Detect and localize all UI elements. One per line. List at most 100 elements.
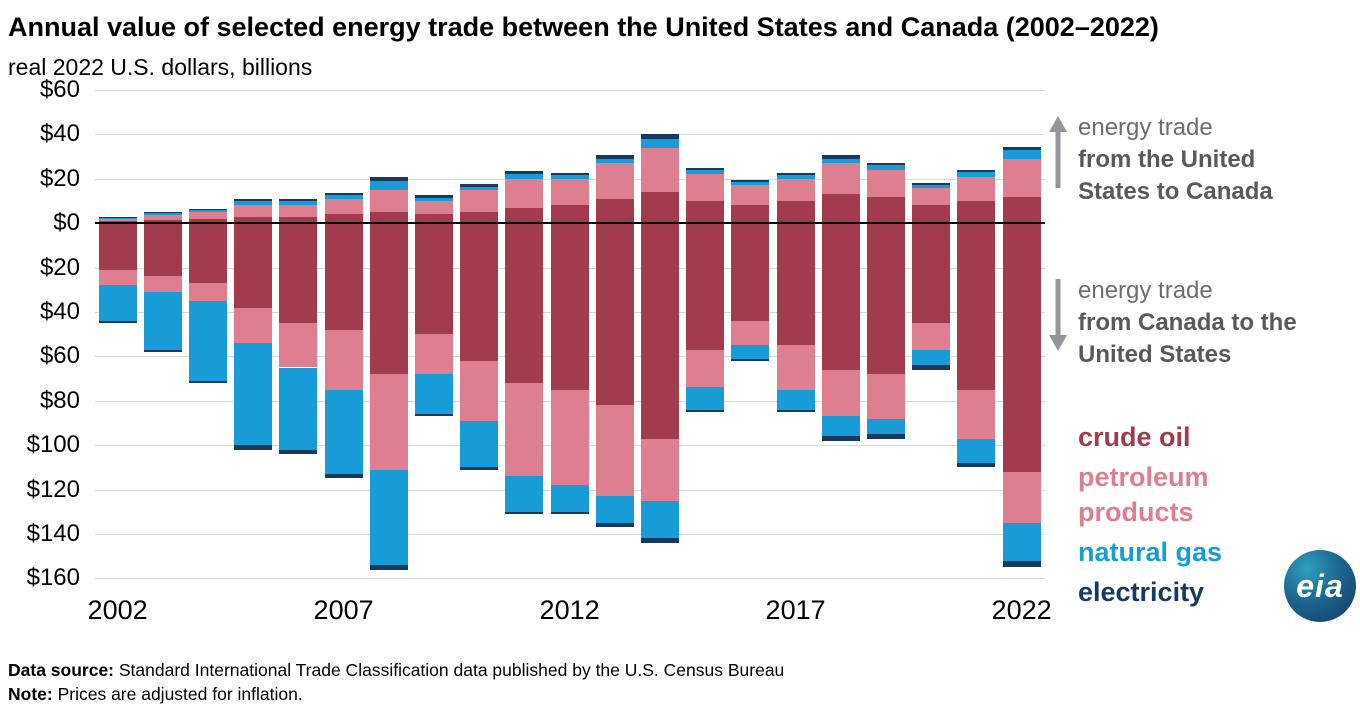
footer-data-source-label: Data source: <box>8 660 115 680</box>
bar-2010-petroleum_products-export <box>460 189 499 213</box>
legend-item-natural-gas: natural gas <box>1078 536 1223 567</box>
bar-2015-natural_gas-import <box>686 387 725 410</box>
bar-2019-natural_gas-export <box>867 165 905 170</box>
bar-2014-crude_oil-export <box>641 192 679 224</box>
x-tick-label: 2012 <box>539 595 600 625</box>
bar-2016-crude_oil-export <box>731 205 770 224</box>
bar-2021-natural_gas-import <box>957 438 996 463</box>
bar-2018-electricity-export <box>821 155 860 159</box>
y-tick-label: $60 <box>39 342 80 370</box>
bar-2005-electricity-export <box>234 198 273 201</box>
bar-2015-electricity-export <box>686 167 725 170</box>
bar-2009-petroleum_products-export <box>415 201 453 215</box>
bar-2006-crude_oil-export <box>279 216 318 224</box>
y-tick-label: $0 <box>53 209 80 237</box>
bar-2002-natural_gas-export <box>98 217 137 219</box>
bar-2008-natural_gas-export <box>369 181 408 190</box>
bar-2011-natural_gas-import <box>505 476 544 512</box>
bar-2002-electricity-export <box>98 216 137 218</box>
bar-2007-crude_oil-export <box>324 214 363 224</box>
bar-2008-petroleum_products-import <box>369 374 408 470</box>
bar-2002-crude_oil-export <box>98 220 137 224</box>
bar-2008-petroleum_products-export <box>369 189 408 213</box>
bar-2017-electricity-export <box>776 173 815 176</box>
annotation-us-to-canada: energy trade from the United States to C… <box>1048 112 1328 208</box>
bar-2005-petroleum_products-import <box>234 307 273 344</box>
bar-2006-electricity-import <box>279 449 318 455</box>
bar-2016-petroleum_products-export <box>731 185 770 206</box>
bar-2018-petroleum_products-import <box>821 369 860 417</box>
bar-2013-natural_gas-import <box>595 496 634 523</box>
legend-item-electricity: electricity <box>1078 576 1205 607</box>
bar-2003-petroleum_products-import <box>143 276 182 292</box>
bar-2022-electricity-export <box>1002 146 1041 150</box>
gridline <box>95 534 1045 535</box>
bar-2004-petroleum_products-export <box>189 212 227 219</box>
bar-2015-crude_oil-import <box>686 223 725 350</box>
legend-item-petroleum-products: petroleum products <box>1078 461 1209 528</box>
gridline <box>95 90 1045 91</box>
bar-2016-electricity-import <box>731 358 770 361</box>
footer: Data source: Standard International Trad… <box>8 658 784 706</box>
bar-2015-crude_oil-export <box>686 201 725 224</box>
bar-2017-crude_oil-export <box>776 201 815 224</box>
annotation-text: energy trade from the United States to C… <box>1078 112 1328 208</box>
bar-2019-electricity-import <box>867 434 905 439</box>
bar-2012-electricity-export <box>550 173 589 176</box>
bar-2012-natural_gas-import <box>550 485 589 512</box>
bar-2003-electricity-import <box>143 349 182 352</box>
bar-2002-natural_gas-import <box>98 285 137 321</box>
bar-2008-electricity-export <box>369 176 408 182</box>
y-axis: $60 $40 $20 $0 $20 $40 $60 $80 $100 $120 $140 $160 <box>0 76 86 591</box>
x-tick-label: 2002 <box>87 595 148 625</box>
y-tick-label: $20 <box>39 164 80 192</box>
bar-2003-crude_oil-import <box>143 223 182 277</box>
bar-2004-crude_oil-import <box>189 223 227 284</box>
bar-2018-electricity-import <box>821 436 860 441</box>
bar-2010-natural_gas-import <box>460 420 499 468</box>
bar-2017-natural_gas-import <box>776 389 815 410</box>
bar-2015-petroleum_products-export <box>686 174 725 201</box>
bar-2013-petroleum_products-export <box>595 163 634 199</box>
bar-2014-electricity-import <box>641 538 679 543</box>
gridline <box>95 134 1045 136</box>
bar-2014-natural_gas-export <box>641 138 679 148</box>
bar-2021-electricity-export <box>957 169 996 173</box>
footer-note-label: Note: <box>8 684 53 705</box>
bar-2019-petroleum_products-export <box>867 169 905 197</box>
bar-2006-petroleum_products-import <box>279 323 318 368</box>
bar-2016-natural_gas-export <box>731 182 770 186</box>
bar-2013-natural_gas-export <box>595 158 634 164</box>
bar-2007-petroleum_products-import <box>324 329 363 390</box>
bar-2020-crude_oil-export <box>912 205 951 224</box>
y-tick-label: $40 <box>39 298 80 325</box>
annotation-text: energy trade from Canada to the United S… <box>1078 275 1328 371</box>
footer-data-source: Data source: Standard International Trad… <box>8 658 784 682</box>
bar-2020-natural_gas-import <box>912 349 951 366</box>
bar-2015-natural_gas-export <box>686 169 725 175</box>
bar-2008-crude_oil-import <box>369 223 408 375</box>
bar-2022-petroleum_products-import <box>1002 471 1041 523</box>
bar-2010-crude_oil-import <box>460 223 499 361</box>
bar-2006-natural_gas-export <box>279 201 318 206</box>
bar-2017-electricity-import <box>776 409 815 412</box>
bar-2002-electricity-import <box>98 320 137 324</box>
bar-2021-petroleum_products-export <box>957 176 996 201</box>
bar-2018-crude_oil-import <box>821 223 860 370</box>
bar-2014-crude_oil-import <box>641 223 679 439</box>
bar-2003-petroleum_products-export <box>143 215 182 220</box>
bar-2012-petroleum_products-import <box>550 389 589 486</box>
y-tick-label: $120 <box>26 475 80 503</box>
bar-2018-natural_gas-export <box>821 158 860 164</box>
gridline <box>95 578 1045 580</box>
bar-2004-electricity-import <box>189 380 227 384</box>
bar-2021-natural_gas-export <box>957 172 996 177</box>
y-tick-label: $100 <box>26 431 80 459</box>
bar-2019-crude_oil-export <box>867 196 905 224</box>
bar-2010-electricity-import <box>460 467 499 470</box>
bar-2007-natural_gas-import <box>324 389 363 475</box>
bar-2022-petroleum_products-export <box>1002 158 1041 197</box>
bar-2013-petroleum_products-import <box>595 405 634 497</box>
bar-2020-crude_oil-import <box>912 223 951 324</box>
